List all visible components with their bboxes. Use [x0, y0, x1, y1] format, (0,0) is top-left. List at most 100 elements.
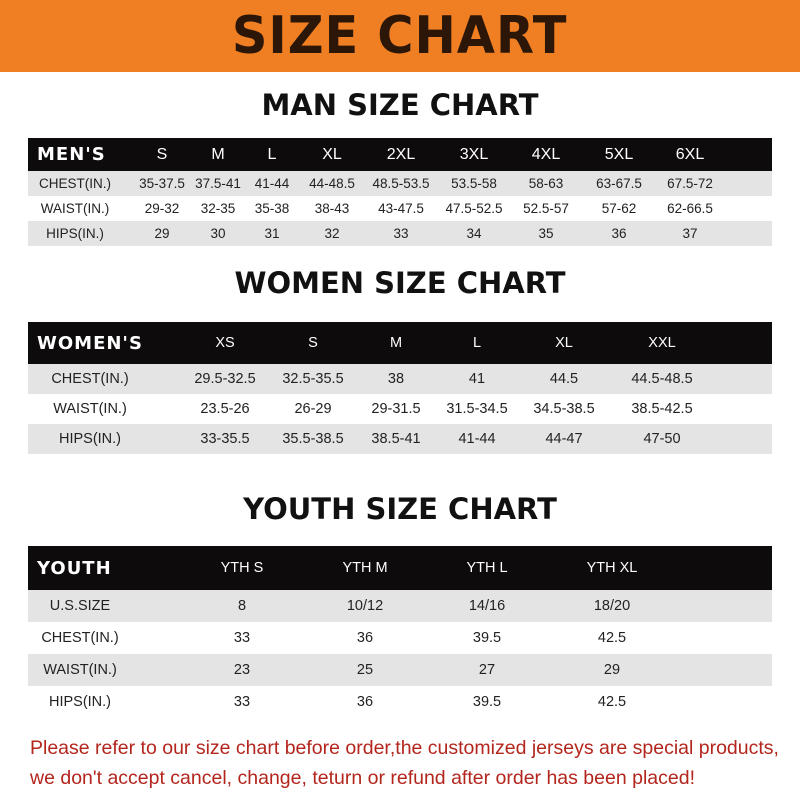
- table-cell: 44.5-48.5: [631, 371, 693, 387]
- table-cell: 43-47.5: [378, 201, 424, 216]
- table-cell: 29: [154, 226, 170, 241]
- table-cell: 33: [393, 226, 409, 241]
- table-cell: 63-67.5: [596, 176, 642, 191]
- table-row: CHEST(IN.) 33 36 39.5 42.5: [28, 622, 772, 654]
- table-header-label: MEN'S: [37, 144, 106, 165]
- table-cell: 44-47: [545, 431, 583, 447]
- size-column-header: 3XL: [459, 145, 489, 163]
- table-cell: 33-35.5: [200, 431, 250, 447]
- youth-section-title: YOUTH SIZE CHART: [243, 492, 557, 526]
- row-label: WAIST(IN.): [53, 401, 127, 417]
- table-cell: 34: [466, 226, 482, 241]
- table-cell: 58-63: [528, 176, 564, 191]
- table-cell: 38.5-41: [371, 431, 421, 447]
- row-label: WAIST(IN.): [40, 201, 110, 216]
- table-cell: 23.5-26: [200, 401, 250, 417]
- table-row: HIPS(IN.) 33 36 39.5 42.5: [28, 686, 772, 718]
- row-label: CHEST(IN.): [39, 176, 111, 191]
- table-cell: 62-66.5: [667, 201, 713, 216]
- table-cell: 33: [233, 694, 251, 710]
- table-cell: 38: [387, 371, 405, 387]
- row-label: HIPS(IN.): [46, 226, 104, 241]
- table-cell: 41-44: [458, 431, 496, 447]
- table-cell: 37: [682, 226, 698, 241]
- table-cell: 53.5-58: [451, 176, 497, 191]
- page-title: SIZE CHART: [232, 6, 568, 66]
- size-column-header: 5XL: [604, 145, 634, 163]
- table-cell: 39.5: [472, 694, 502, 710]
- size-column-header: YTH XL: [586, 560, 638, 576]
- row-label: HIPS(IN.): [58, 431, 122, 447]
- table-cell: 36: [356, 694, 374, 710]
- table-cell: 31: [264, 226, 280, 241]
- table-cell: 31.5-34.5: [446, 401, 508, 417]
- order-notice: Please refer to our size chart before or…: [30, 733, 779, 793]
- table-cell: 23: [233, 662, 251, 678]
- table-cell: 14/16: [468, 598, 506, 614]
- table-cell: 29: [603, 662, 621, 678]
- size-column-header: 6XL: [675, 145, 705, 163]
- title-banner: SIZE CHART: [0, 0, 800, 72]
- men-section-title: MAN SIZE CHART: [261, 88, 539, 122]
- men-size-table: MEN'S S M L XL 2XL 3XL 4XL 5XL 6XL CHEST(IN.) 35-37…: [28, 138, 772, 246]
- table-row: CHEST(IN.) 29.5-32.5 32.5-35.5 38 41 44.5 44.5…: [28, 364, 772, 394]
- table-cell: 35-38: [254, 201, 290, 216]
- table-cell: 38.5-42.5: [631, 401, 693, 417]
- table-cell: 35: [538, 226, 554, 241]
- size-column-header: M: [211, 145, 225, 163]
- table-cell: 36: [611, 226, 627, 241]
- table-row: CHEST(IN.) 35-37.5 37.5-41 41-44 44-48.5 48.5…: [28, 171, 772, 196]
- size-column-header: XL: [555, 335, 573, 351]
- table-cell: 42.5: [597, 694, 627, 710]
- notice-line-2: we don't accept cancel, change, teturn o…: [30, 767, 695, 789]
- table-row: WAIST(IN.) 23.5-26 26-29 29-31.5 31.5-34.5 34…: [28, 394, 772, 424]
- size-column-header: YTH M: [342, 560, 388, 576]
- size-column-header: M: [389, 335, 403, 351]
- table-row: WAIST(IN.) 23 25 27 29: [28, 654, 772, 686]
- row-label: HIPS(IN.): [48, 694, 112, 710]
- size-column-header: L: [472, 335, 482, 351]
- size-column-header: XXL: [648, 335, 676, 351]
- size-column-header: YTH S: [220, 560, 264, 576]
- table-cell: 67.5-72: [667, 176, 713, 191]
- table-row: HIPS(IN.) 29 30 31 32 33 34 35 36 37: [28, 221, 772, 246]
- table-cell: 44.5: [549, 371, 579, 387]
- table-cell: 26-29: [294, 401, 332, 417]
- table-cell: 18/20: [593, 598, 631, 614]
- size-column-header: XS: [215, 335, 235, 351]
- table-cell: 34.5-38.5: [533, 401, 595, 417]
- table-cell: 30: [210, 226, 226, 241]
- table-cell: 35.5-38.5: [282, 431, 344, 447]
- table-cell: 27: [478, 662, 496, 678]
- table-cell: 10/12: [346, 598, 384, 614]
- table-cell: 44-48.5: [309, 176, 355, 191]
- table-cell: 36: [356, 630, 374, 646]
- table-cell: 39.5: [472, 630, 502, 646]
- table-header-label: WOMEN'S: [37, 332, 143, 354]
- row-label: U.S.SIZE: [49, 598, 111, 614]
- table-header-row: MEN'S S M L XL 2XL 3XL 4XL 5XL 6XL: [28, 138, 772, 171]
- table-cell: 42.5: [597, 630, 627, 646]
- women-section-title: WOMEN SIZE CHART: [234, 266, 566, 300]
- table-cell: 38-43: [314, 201, 350, 216]
- table-header-row: YOUTH YTH S YTH M YTH L YTH XL: [28, 546, 772, 590]
- table-cell: 32.5-35.5: [282, 371, 344, 387]
- table-cell: 25: [356, 662, 374, 678]
- size-column-header: L: [267, 145, 277, 163]
- table-cell: 47-50: [643, 431, 681, 447]
- table-cell: 41-44: [254, 176, 290, 191]
- size-column-header: 2XL: [386, 145, 416, 163]
- table-header-label: YOUTH: [37, 557, 112, 579]
- size-column-header: S: [156, 145, 168, 163]
- row-label: WAIST(IN.): [43, 662, 117, 678]
- row-label: CHEST(IN.): [51, 371, 129, 387]
- table-cell: 32: [324, 226, 340, 241]
- notice-line-1: Please refer to our size chart before or…: [30, 737, 779, 759]
- table-cell: 32-35: [200, 201, 236, 216]
- table-cell: 29-31.5: [371, 401, 421, 417]
- size-column-header: YTH L: [466, 560, 508, 576]
- size-column-header: S: [308, 335, 318, 351]
- table-cell: 41: [468, 371, 486, 387]
- youth-size-table: YOUTH YTH S YTH M YTH L YTH XL U.S.SIZE 8 10/12…: [28, 546, 772, 718]
- table-cell: 33: [233, 630, 251, 646]
